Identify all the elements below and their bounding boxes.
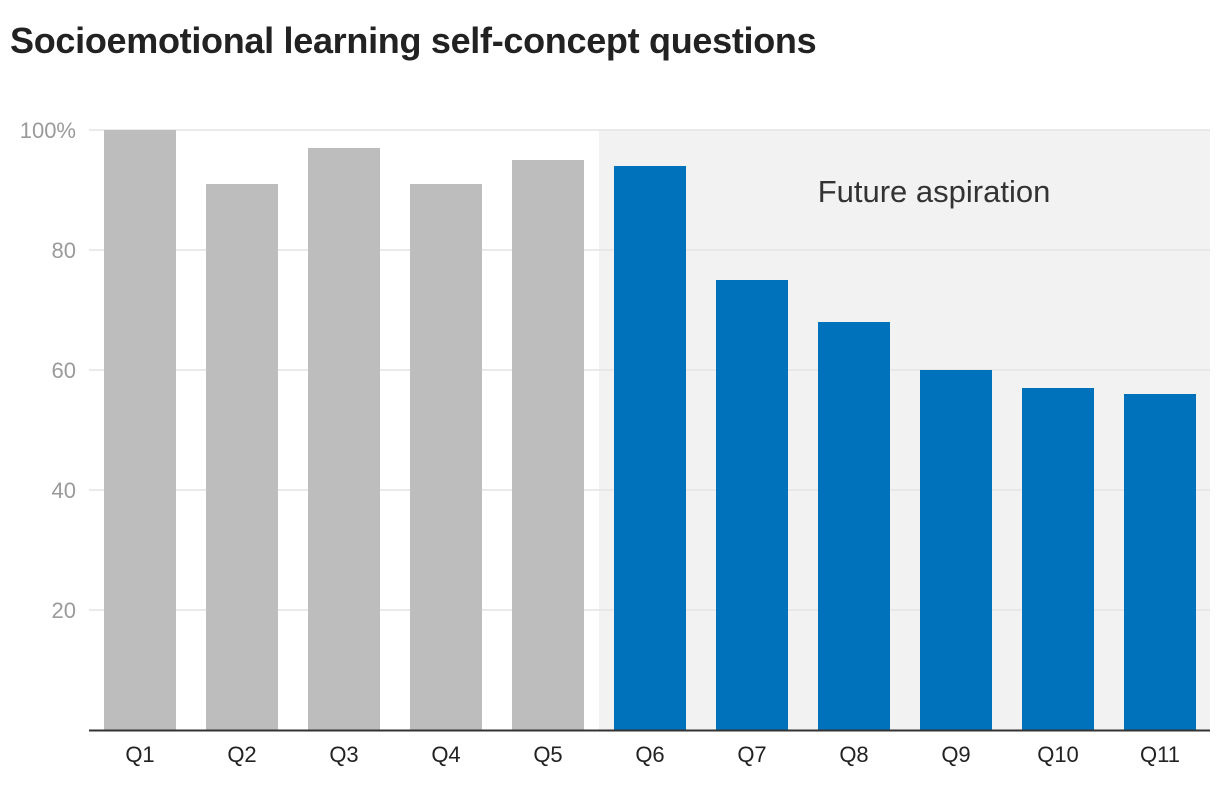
x-tick-label: Q4 [431, 742, 460, 767]
bar-q10 [1022, 388, 1094, 730]
x-tick-label: Q2 [227, 742, 256, 767]
y-tick-label: 20 [52, 598, 76, 623]
x-tick-label: Q6 [635, 742, 664, 767]
x-tick-label: Q10 [1037, 742, 1079, 767]
y-tick-label: 100% [20, 118, 76, 143]
y-tick-label: 80 [52, 238, 76, 263]
x-tick-label: Q1 [125, 742, 154, 767]
bar-q8 [818, 322, 890, 730]
bar-q3 [308, 148, 380, 730]
y-tick-label: 60 [52, 358, 76, 383]
future-aspiration-label: Future aspiration [818, 174, 1051, 209]
bar-q4 [410, 184, 482, 730]
future-aspiration-region [599, 130, 1210, 730]
bar-q2 [206, 184, 278, 730]
bar-q6 [614, 166, 686, 730]
bar-q1 [104, 130, 176, 730]
bar-q7 [716, 280, 788, 730]
x-tick-label: Q3 [329, 742, 358, 767]
y-axis-ticks: 20 40 60 80 100% [20, 118, 76, 623]
x-axis-ticks: Q1 Q2 Q3 Q4 Q5 Q6 Q7 Q8 Q9 Q10 Q11 [125, 742, 1180, 767]
bar-q5 [512, 160, 584, 730]
y-tick-label: 40 [52, 478, 76, 503]
bar-q9 [920, 370, 992, 730]
x-tick-label: Q7 [737, 742, 766, 767]
bar-q11 [1124, 394, 1196, 730]
x-tick-label: Q11 [1140, 742, 1180, 767]
bars [104, 130, 1196, 730]
x-tick-label: Q8 [839, 742, 868, 767]
x-tick-label: Q9 [941, 742, 970, 767]
x-tick-label: Q5 [533, 742, 562, 767]
chart-title: Socioemotional learning self-concept que… [10, 20, 817, 61]
